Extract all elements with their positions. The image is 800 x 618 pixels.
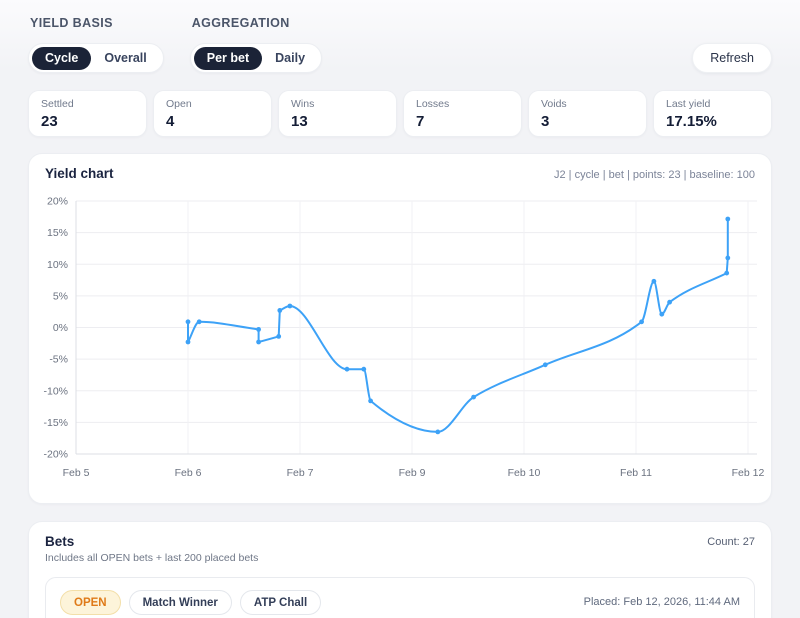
chart-meta: J2 | cycle | bet | points: 23 | baseline… <box>554 169 755 181</box>
bet-placed-time: Placed: Feb 12, 2026, 11:44 AM <box>583 596 740 608</box>
tour-badge: ATP Chall <box>239 590 322 615</box>
stat-card-losses: Losses 7 <box>403 90 522 137</box>
market-badge: Match Winner <box>128 590 232 615</box>
stat-card-last-yield: Last yield 17.15% <box>653 90 772 137</box>
svg-text:Feb 5: Feb 5 <box>63 467 90 479</box>
stat-label: Losses <box>416 98 450 110</box>
toggle-overall[interactable]: Overall <box>91 47 159 70</box>
stat-label: Voids <box>541 98 567 110</box>
stat-value: 3 <box>541 113 550 130</box>
bets-title: Bets <box>45 534 75 549</box>
stat-value: 17.15% <box>666 113 717 130</box>
stat-label: Last yield <box>666 98 711 110</box>
svg-text:Feb 6: Feb 6 <box>175 467 202 479</box>
bets-card: Bets Includes all OPEN bets + last 200 p… <box>28 521 772 618</box>
bets-subtitle: Includes all OPEN bets + last 200 placed… <box>45 552 259 564</box>
svg-text:-15%: -15% <box>43 417 68 429</box>
stat-card-open: Open 4 <box>153 90 272 137</box>
aggregation-label: AGGREGATION <box>191 16 290 30</box>
bets-title-block: Bets Includes all OPEN bets + last 200 p… <box>45 534 258 564</box>
stat-card-settled: Settled 23 <box>28 90 147 137</box>
stats-row: Settled 23 Open 4 Wins 13 Losses 7 Voids… <box>28 90 772 137</box>
aggregation-toggle: Per bet Daily <box>189 43 323 73</box>
toggle-cycle[interactable]: Cycle <box>32 46 92 70</box>
stat-value: 13 <box>291 113 308 130</box>
toggle-per-bet[interactable]: Per bet <box>193 46 263 70</box>
svg-text:-5%: -5% <box>49 354 68 366</box>
stat-label: Open <box>166 98 192 110</box>
stat-value: 7 <box>416 113 425 130</box>
yield-basis-toggle: Cycle Overall <box>28 43 164 73</box>
chart-title: Yield chart <box>45 166 114 181</box>
filter-bar: YIELD BASIS Cycle Overall AGGREGATION Pe… <box>28 14 772 73</box>
stat-card-wins: Wins 13 <box>278 90 397 137</box>
svg-text:Feb 11: Feb 11 <box>620 467 652 479</box>
svg-text:20%: 20% <box>47 196 68 208</box>
svg-text:10%: 10% <box>47 259 68 271</box>
svg-text:-10%: -10% <box>43 385 68 397</box>
svg-text:Feb 12: Feb 12 <box>732 467 765 479</box>
aggregation-group: AGGREGATION Per bet Daily <box>189 14 323 73</box>
stat-label: Settled <box>41 98 74 110</box>
yield-line-chart[interactable]: -20% -15% -10% -5% 0% 5% 10% 15% 20% Feb 5 Feb 6 Fe… <box>43 189 764 489</box>
yield-basis-label: YIELD BASIS <box>30 16 113 30</box>
bets-header: Bets Includes all OPEN bets + last 200 p… <box>45 534 755 564</box>
stat-value: 4 <box>166 113 175 130</box>
stat-card-voids: Voids 3 <box>528 90 647 137</box>
refresh-button[interactable]: Refresh <box>692 43 772 73</box>
chart-header: Yield chart J2 | cycle | bet | points: 2… <box>45 166 755 181</box>
svg-text:Feb 7: Feb 7 <box>287 467 314 479</box>
stat-value: 23 <box>41 113 58 130</box>
svg-text:0%: 0% <box>53 322 68 334</box>
yield-basis-group: YIELD BASIS Cycle Overall <box>28 14 164 73</box>
toggle-daily[interactable]: Daily <box>262 47 318 70</box>
status-badge: OPEN <box>60 590 121 615</box>
svg-text:-20%: -20% <box>43 449 68 461</box>
stat-label: Wins <box>291 98 315 110</box>
svg-text:Feb 9: Feb 9 <box>399 467 426 479</box>
bets-count: Count: 27 <box>707 536 755 548</box>
svg-text:5%: 5% <box>53 290 68 302</box>
svg-text:15%: 15% <box>47 227 68 239</box>
svg-text:Feb 10: Feb 10 <box>508 467 541 479</box>
bet-row[interactable]: OPEN Match Winner ATP Chall Placed: Feb … <box>45 577 755 618</box>
yield-chart-card: Yield chart J2 | cycle | bet | points: 2… <box>28 153 772 504</box>
